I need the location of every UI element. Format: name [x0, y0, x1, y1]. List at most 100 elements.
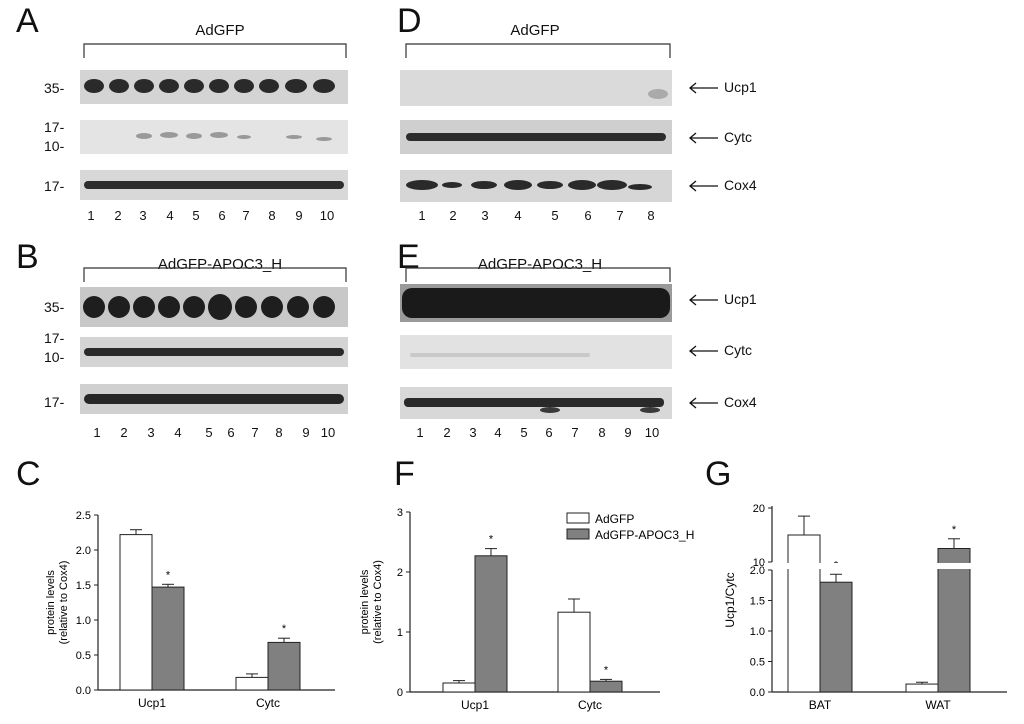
legend-label: AdGFP-APOC3_H — [595, 528, 694, 542]
x-tick-label: Cytc — [578, 698, 602, 712]
lane-label: 5 — [192, 208, 200, 223]
lane-label: 8 — [647, 208, 655, 223]
lane-label: 7 — [571, 425, 579, 440]
lane-label: 4 — [514, 208, 522, 223]
blot-b-bracket — [83, 267, 347, 282]
panel-letter-f: F — [394, 455, 415, 493]
mw-b-17: 17- — [44, 330, 65, 346]
lane-label: 6 — [584, 208, 592, 223]
y-tick-label: 20 — [753, 503, 765, 515]
y-tick-label: 0.0 — [750, 687, 765, 699]
lane-label: 7 — [616, 208, 624, 223]
blot-d-arrows — [688, 82, 718, 192]
y-tick-label: 0.5 — [750, 657, 765, 669]
blot-d-cytc — [400, 120, 672, 154]
band-label-cox4: Cox4 — [724, 394, 757, 410]
lanes-a: 1 2 3 4 5 6 7 8 9 10 — [80, 208, 350, 226]
lane-label: 1 — [416, 425, 424, 440]
lane-label: 6 — [545, 425, 553, 440]
chart-f: 0 1 2 3 protein levels (relative to Cox4) Ucp1… — [360, 507, 694, 712]
y-tick-label: 0.5 — [76, 650, 91, 662]
x-tick-label: Ucp1 — [138, 696, 166, 710]
mw-a-17: 17- — [44, 119, 65, 135]
lane-label: 10 — [644, 425, 660, 440]
lane-label: 9 — [302, 425, 310, 440]
panel-letter-b: B — [16, 238, 39, 276]
bar — [267, 641, 301, 691]
blot-d-bracket — [405, 43, 671, 58]
panel-letter-g: G — [705, 455, 732, 493]
blot-b-ucp1 — [80, 287, 348, 327]
lane-label: 1 — [418, 208, 426, 223]
lane-label: 8 — [268, 208, 276, 223]
bar — [557, 611, 591, 693]
y-tick-label: 3 — [397, 507, 403, 519]
lane-label: 4 — [166, 208, 174, 223]
y-axis-label: Ucp1/Cytc — [723, 572, 737, 627]
lane-label: 2 — [114, 208, 122, 223]
x-tick-label: Ucp1 — [461, 698, 489, 712]
blot-d-cox4 — [400, 170, 672, 202]
x-tick-label: WAT — [925, 698, 951, 712]
lane-label: 2 — [449, 208, 457, 223]
chart-c: 0.0 0.5 1.0 1.5 2.0 2.5 protein levels (relativ… — [45, 510, 335, 710]
lane-label: 6 — [218, 208, 226, 223]
lane-label: 2 — [443, 425, 451, 440]
band-label-cytc: Cytc — [724, 129, 752, 145]
lane-label: 3 — [481, 208, 489, 223]
blot-e-title: AdGFP-APOC3_H — [477, 256, 603, 273]
blot-e-cytc — [400, 335, 672, 369]
blot-e-ucp1 — [400, 284, 672, 322]
lane-label: 7 — [251, 425, 259, 440]
lane-label: 1 — [87, 208, 95, 223]
lane-label: 4 — [174, 425, 182, 440]
blot-b-cytc — [80, 337, 348, 367]
y-tick-label: 2 — [397, 567, 403, 579]
lane-label: 3 — [147, 425, 155, 440]
panel-letter-e: E — [397, 238, 420, 276]
bar — [235, 676, 269, 691]
significance-marker: * — [166, 569, 171, 581]
blot-a-cytc — [80, 120, 348, 154]
lane-label: 6 — [227, 425, 235, 440]
lane-label: 5 — [205, 425, 213, 440]
y-tick-label: 2.0 — [76, 545, 91, 557]
blot-b-title: AdGFP-APOC3_H — [157, 256, 283, 273]
legend-swatch — [566, 528, 590, 540]
blot-a-title: AdGFP — [195, 22, 245, 39]
band-label-ucp1: Ucp1 — [724, 79, 757, 95]
bar — [589, 680, 623, 693]
bar — [905, 683, 939, 693]
blot-a-bracket — [83, 43, 347, 58]
lane-label: 10 — [319, 208, 335, 223]
blot-d-ucp1 — [400, 70, 672, 106]
bar — [151, 586, 185, 691]
bar — [819, 581, 853, 693]
blot-e-arrows — [688, 294, 718, 409]
y-tick-label: 0 — [397, 687, 403, 699]
bar — [937, 548, 971, 693]
legend-swatch — [566, 512, 590, 524]
mw-a-10: 10- — [44, 138, 65, 154]
bar — [787, 534, 821, 693]
blot-a-ucp1 — [80, 70, 348, 104]
lane-label: 9 — [295, 208, 303, 223]
blot-e-cox4 — [400, 387, 672, 419]
bar — [442, 682, 476, 693]
lane-label: 1 — [93, 425, 101, 440]
lane-label: 5 — [520, 425, 528, 440]
band-label-ucp1: Ucp1 — [724, 291, 757, 307]
lane-label: 8 — [275, 425, 283, 440]
legend-label: AdGFP — [595, 512, 634, 526]
bar — [474, 555, 508, 693]
lanes-d: 1 2 3 4 5 6 7 8 — [405, 208, 675, 226]
blot-d-title: AdGFP — [510, 22, 560, 39]
y-tick-label: 10 — [753, 557, 765, 569]
y-axis-label: (relative to Cox4) — [372, 560, 384, 644]
lane-label: 10 — [320, 425, 336, 440]
y-tick-label: 2.5 — [76, 510, 91, 522]
x-tick-label: Cytc — [256, 696, 280, 710]
blot-e-bracket — [405, 267, 671, 282]
lanes-e: 1 2 3 4 5 6 7 8 9 10 — [405, 425, 675, 443]
